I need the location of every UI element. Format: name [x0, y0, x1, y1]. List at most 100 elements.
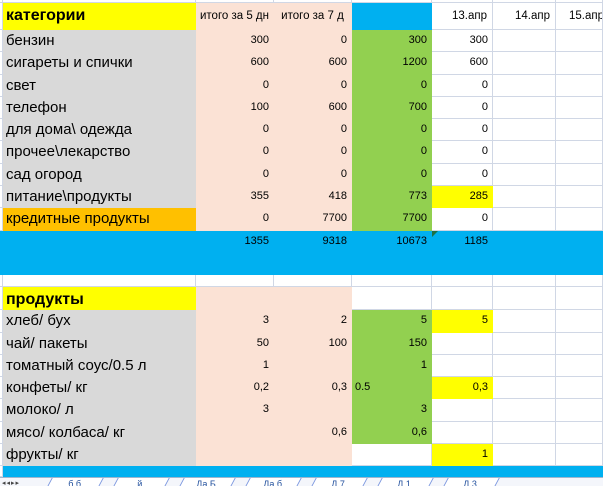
cell-f[interactable]: [493, 74, 556, 97]
cell-g[interactable]: [556, 377, 603, 400]
cell-e[interactable]: 0: [432, 208, 493, 231]
cell-b[interactable]: 0: [196, 163, 274, 187]
cell-e[interactable]: [432, 421, 493, 445]
header-date-14apr[interactable]: 14.апр: [493, 3, 556, 30]
cell-d[interactable]: [352, 444, 432, 467]
cell-c[interactable]: 600: [274, 52, 352, 75]
cell-d[interactable]: 0: [352, 141, 432, 164]
cell-f[interactable]: [493, 163, 556, 187]
row-label[interactable]: свет: [3, 74, 196, 97]
cell-f[interactable]: [493, 399, 556, 422]
cell-f[interactable]: [493, 421, 556, 445]
cell-f[interactable]: [493, 52, 556, 75]
header-total-7d[interactable]: итого за 7 д: [274, 3, 352, 30]
cell-g[interactable]: [556, 444, 603, 467]
cell-e[interactable]: [432, 332, 493, 355]
cell-d[interactable]: 0: [352, 74, 432, 97]
sheet-tab[interactable]: Д 1: [374, 478, 434, 486]
cell-e-highlighted[interactable]: 5: [432, 310, 493, 333]
cell-g[interactable]: [556, 186, 603, 209]
cell-g[interactable]: [556, 119, 603, 142]
cell-f[interactable]: [493, 354, 556, 378]
cell-b[interactable]: 3: [196, 310, 274, 333]
cell-e[interactable]: 0: [432, 119, 493, 142]
row-label[interactable]: для дома\ одежда: [3, 119, 196, 142]
cell-f[interactable]: [493, 444, 556, 467]
cell-c[interactable]: 0: [274, 30, 352, 53]
row-label[interactable]: питание\продукты: [3, 186, 196, 209]
cell-g[interactable]: [556, 163, 603, 187]
cell-e[interactable]: 0: [432, 96, 493, 120]
sheet-tab[interactable]: Да Б: [176, 478, 236, 486]
row-label[interactable]: хлеб/ бух: [3, 310, 196, 333]
cell-b[interactable]: [196, 421, 274, 445]
cell-d[interactable]: 300: [352, 30, 432, 53]
row-label[interactable]: чай/ пакеты: [3, 332, 196, 355]
cell-b[interactable]: 0: [196, 74, 274, 97]
cell-c[interactable]: 2: [274, 310, 352, 333]
cell-g[interactable]: [556, 354, 603, 378]
cell-c[interactable]: 0,3: [274, 377, 352, 400]
row-label[interactable]: сигареты и спички: [3, 52, 196, 75]
row-label[interactable]: мясо/ колбаса/ кг: [3, 421, 196, 445]
cell-e-highlighted[interactable]: 285: [432, 186, 493, 209]
sheet-tab[interactable]: Да б: [242, 478, 302, 486]
cell-f[interactable]: [493, 119, 556, 142]
header-date-15apr[interactable]: 15.апр: [556, 3, 603, 30]
cell-d[interactable]: 0: [352, 163, 432, 187]
cell-c[interactable]: 0: [274, 74, 352, 97]
totals-d[interactable]: 10673: [352, 230, 432, 253]
cell-e[interactable]: 600: [432, 52, 493, 75]
cell-e[interactable]: 0: [432, 163, 493, 187]
row-label[interactable]: томатный соус/0.5 л: [3, 354, 196, 378]
cell-d[interactable]: 0: [352, 119, 432, 142]
totals-b[interactable]: 1355: [196, 230, 274, 253]
row-label[interactable]: сад огород: [3, 163, 196, 187]
cell-d[interactable]: 773: [352, 186, 432, 209]
cell-e[interactable]: [432, 399, 493, 422]
cell-f[interactable]: [493, 30, 556, 53]
cell-c[interactable]: 0: [274, 163, 352, 187]
cell-g[interactable]: [556, 332, 603, 355]
cell-e[interactable]: 300: [432, 30, 493, 53]
row-label[interactable]: бензин: [3, 30, 196, 53]
cell-c[interactable]: 0: [274, 141, 352, 164]
sheet-tab[interactable]: Д 3: [440, 478, 500, 486]
cell-e[interactable]: 0: [432, 141, 493, 164]
cell-c[interactable]: [274, 354, 352, 378]
cell-b[interactable]: 0: [196, 208, 274, 231]
cell-d[interactable]: 1200: [352, 52, 432, 75]
cell-f[interactable]: [493, 208, 556, 231]
header-products[interactable]: продукты: [3, 287, 196, 311]
cell-b[interactable]: 0: [196, 141, 274, 164]
cell-c[interactable]: 7700: [274, 208, 352, 231]
cell-b[interactable]: 600: [196, 52, 274, 75]
cell-d[interactable]: 1: [352, 354, 432, 378]
cell-c[interactable]: [274, 399, 352, 422]
cell-c[interactable]: 600: [274, 96, 352, 120]
header-sum-cell[interactable]: [352, 3, 432, 30]
cell-d[interactable]: 700: [352, 96, 432, 120]
row-label[interactable]: кредитные продукты: [3, 208, 196, 231]
cell-d[interactable]: 3: [352, 399, 432, 422]
cell-g[interactable]: [556, 141, 603, 164]
cell-g[interactable]: [556, 30, 603, 53]
cell-f[interactable]: [493, 141, 556, 164]
cell-c[interactable]: [274, 444, 352, 467]
header-categories[interactable]: категории: [3, 3, 196, 30]
cell-d-text-value[interactable]: 0.5: [352, 377, 432, 400]
sheet-tab[interactable]: б б: [44, 478, 104, 486]
cell-c[interactable]: 0: [274, 119, 352, 142]
cell-b[interactable]: 300: [196, 30, 274, 53]
cell-g[interactable]: [556, 52, 603, 75]
cell-f[interactable]: [493, 332, 556, 355]
cell-b[interactable]: 1: [196, 354, 274, 378]
sheet-tab[interactable]: Д 7: [308, 478, 368, 486]
cell-f[interactable]: [493, 310, 556, 333]
cell-b[interactable]: [196, 444, 274, 467]
cell-b[interactable]: 3: [196, 399, 274, 422]
cell-e[interactable]: 0: [432, 74, 493, 97]
cell-e-highlighted[interactable]: 1: [432, 444, 493, 467]
cell-g[interactable]: [556, 399, 603, 422]
cell-g[interactable]: [556, 74, 603, 97]
